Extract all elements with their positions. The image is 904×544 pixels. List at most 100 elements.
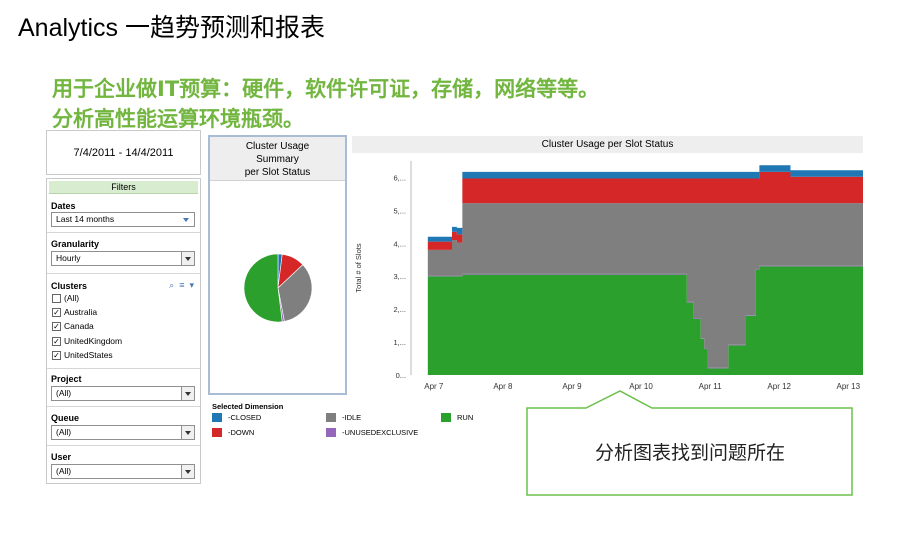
area-chart-panel: Cluster Usage per Slot Status 0... 1,... 2… [352, 136, 863, 403]
legend-swatch [212, 428, 222, 437]
legend-swatch [326, 428, 336, 437]
divider [47, 273, 200, 274]
x-tick-label: Apr 8 [493, 382, 513, 391]
user-value: (All) [56, 466, 72, 476]
pie-title-line-1: Cluster Usage [245, 141, 310, 152]
checkbox-checked[interactable]: ✓ [52, 321, 61, 331]
cluster-option-australia[interactable]: ✓ Australia [52, 307, 97, 317]
subtitle-line-2: 分析高性能运算环境瓶颈。 [52, 107, 304, 131]
dates-select[interactable]: Last 14 months [51, 212, 195, 227]
dropdown-button[interactable] [181, 252, 194, 265]
dates-value: Last 14 months [56, 214, 115, 224]
legend-item-down[interactable]: -DOWN [212, 428, 254, 437]
chevron-down-icon[interactable]: ▾ [189, 280, 194, 290]
pie-title-line-2: Summary [256, 154, 299, 165]
cluster-option-all[interactable]: (All) [52, 293, 79, 303]
legend-swatch [212, 413, 222, 422]
area-series-down [427, 171, 863, 250]
legend-label: -CLOSED [228, 413, 262, 422]
pie-title-line-3: per Slot Status [244, 167, 311, 178]
pie-chart-title: Cluster Usage Summary per Slot Status [210, 137, 345, 181]
chevron-down-icon [185, 256, 191, 261]
area-chart-title: Cluster Usage per Slot Status [352, 136, 863, 153]
x-tick-label: Apr 11 [699, 382, 723, 391]
legend-label: -UNUSEDEXCLUSIVE [342, 428, 419, 437]
area-series-run [427, 266, 863, 375]
area-chart: 0... 1,... 2,... 3,... 4,... 5,... 6,... Total … [354, 161, 863, 403]
y-tick-label: 6,... [393, 173, 406, 182]
page-title: Analytics 一趋势预测和报表 [18, 14, 325, 42]
cluster-option-unitedstates[interactable]: ✓ UnitedStates [52, 350, 113, 360]
checkbox-checked[interactable]: ✓ [52, 336, 61, 346]
clusters-tools: ⌕ ≡ ▾ [169, 280, 194, 291]
checkbox[interactable] [52, 293, 61, 303]
queue-label: Queue [51, 413, 80, 423]
legend-item-idle[interactable]: -IDLE [326, 413, 361, 422]
queue-value: (All) [56, 427, 72, 437]
y-tick-label: 5,... [393, 206, 406, 215]
cluster-option-unitedkingdom[interactable]: ✓ UnitedKingdom [52, 336, 122, 346]
area-series-closed [427, 165, 863, 242]
granularity-value: Hourly [56, 253, 81, 263]
legend-label: RUN [457, 413, 474, 422]
legend-label: -IDLE [342, 413, 362, 422]
dropdown-button[interactable] [181, 426, 194, 439]
area-series-idle [427, 203, 863, 368]
checkbox-checked[interactable]: ✓ [52, 350, 61, 360]
y-tick-label: 0... [396, 371, 406, 380]
legend-item-unusedexclusive[interactable]: -UNUSEDEXCLUSIVE [326, 428, 418, 437]
granularity-select[interactable]: Hourly [51, 251, 195, 266]
legend-item-closed[interactable]: -CLOSED [212, 413, 261, 422]
project-label: Project [51, 374, 82, 384]
cluster-option-label: UnitedKingdom [64, 336, 123, 346]
pie-slice-run [243, 253, 283, 323]
y-tick-label: 3,... [393, 272, 406, 281]
cluster-option-label: UnitedStates [64, 350, 113, 360]
x-tick-label: Apr 7 [424, 382, 444, 391]
dropdown-button[interactable] [181, 387, 194, 400]
divider [47, 232, 200, 233]
chevron-down-icon [185, 430, 191, 435]
cluster-option-label: Australia [64, 307, 98, 317]
callout-text: 分析图表找到问题所在 [594, 442, 785, 464]
x-tick-label: Apr 10 [629, 382, 653, 391]
x-tick-label: Apr 13 [836, 382, 860, 391]
granularity-label: Granularity [51, 239, 100, 249]
date-range-display[interactable]: 7/4/2011 - 14/4/2011 [46, 130, 201, 175]
y-tick-label: 1,... [393, 338, 406, 347]
user-select[interactable]: (All) [51, 464, 195, 479]
filters-panel: Filters Dates Last 14 months Granularity… [46, 178, 201, 484]
divider [47, 406, 200, 407]
divider [47, 445, 200, 446]
project-select[interactable]: (All) [51, 386, 195, 401]
clusters-label: Clusters [51, 281, 88, 291]
x-tick-label: Apr 12 [767, 382, 791, 391]
chevron-down-icon [185, 391, 191, 396]
legend-title: Selected Dimension [212, 402, 284, 411]
cluster-option-canada[interactable]: ✓ Canada [52, 321, 94, 331]
callout-shape [526, 390, 853, 496]
cluster-option-label: Canada [64, 321, 94, 331]
divider [47, 368, 200, 369]
y-axis-label: Total # of Slots [354, 243, 363, 292]
y-tick-label: 4,... [393, 239, 406, 248]
list-icon[interactable]: ≡ [179, 280, 185, 290]
queue-select[interactable]: (All) [51, 425, 195, 440]
project-value: (All) [56, 388, 72, 398]
chevron-down-icon [183, 218, 189, 222]
pie-chart [243, 253, 313, 323]
cluster-option-label: (All) [64, 293, 80, 303]
pie-chart-panel: Cluster Usage Summary per Slot Status [208, 135, 347, 395]
search-icon[interactable]: ⌕ [169, 280, 175, 290]
subtitle-line-1: 用于企业做IT预算：硬件，软件许可证，存储，网络等等。 [52, 77, 600, 101]
filters-header: Filters [49, 181, 198, 194]
user-label: User [51, 452, 72, 462]
dropdown-button[interactable] [181, 465, 194, 478]
legend-swatch [326, 413, 336, 422]
y-tick-label: 2,... [393, 305, 406, 314]
checkbox-checked[interactable]: ✓ [52, 307, 61, 317]
x-tick-label: Apr 9 [562, 382, 582, 391]
legend-label: -DOWN [228, 428, 255, 437]
chevron-down-icon [185, 469, 191, 474]
legend-item-run[interactable]: RUN [441, 413, 473, 422]
